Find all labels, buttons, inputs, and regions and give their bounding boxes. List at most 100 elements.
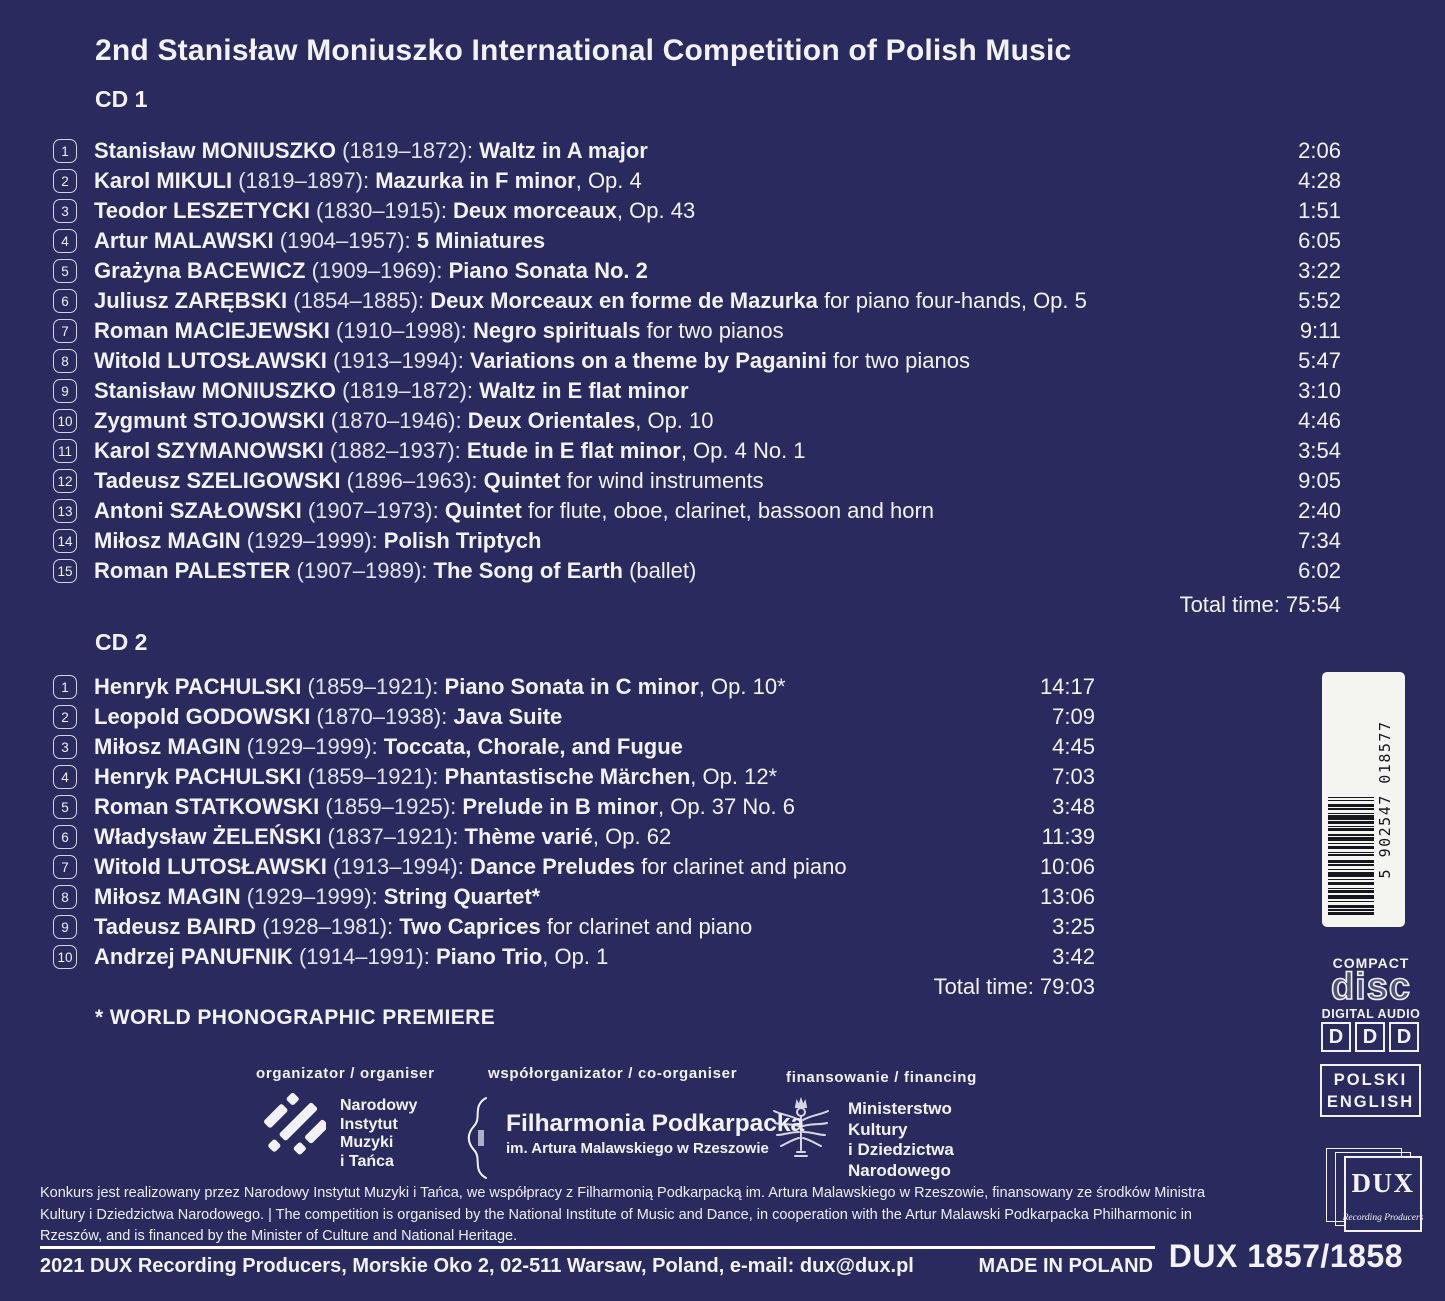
dux-logo-front-square: DUX Recording Producers <box>1343 1156 1423 1232</box>
composer-dates: (1910–1998): <box>336 318 474 343</box>
track-row: 2 Karol MIKULI (1819–1897): Mazurka in F… <box>53 166 1341 196</box>
composer-name: Stanisław MONIUSZKO <box>94 138 343 163</box>
composer-name: Leopold GODOWSKI <box>94 704 317 729</box>
album-title: 2nd Stanisław Moniuszko International Co… <box>95 34 1072 67</box>
work-title: Deux Orientales <box>467 408 636 433</box>
cd1-total-time: Total time: 75:54 <box>1179 592 1341 617</box>
track-time: 4:28 <box>1298 168 1341 193</box>
track-number-badge: 7 <box>53 855 77 879</box>
track-text: Andrzej PANUFNIK (1914–1991): Piano Trio… <box>94 944 1017 970</box>
track-number-badge: 2 <box>53 705 77 729</box>
track-number-badge: 8 <box>53 885 77 909</box>
track-time: 14:17 <box>1039 674 1095 699</box>
track-time: 7:09 <box>1052 704 1095 729</box>
composer-name: Zygmunt STOJOWSKI <box>94 408 331 433</box>
composer-name: Roman STATKOWSKI <box>94 794 326 819</box>
work-detail: for two pianos <box>640 318 784 343</box>
work-title: Deux morceaux <box>453 198 617 223</box>
track-text: Władysław ŻELEŃSKI (1837–1921): Thème va… <box>94 824 1017 850</box>
track-number-badge: 3 <box>53 199 77 223</box>
composer-name: Miłosz MAGIN <box>94 528 247 553</box>
work-title: Prelude in B minor <box>462 794 658 819</box>
philharmonic-subname: im. Artura Malawskiego w Rzeszowie <box>506 1140 769 1157</box>
work-title: Piano Trio <box>435 944 543 969</box>
ddd-logo: D D D <box>1321 1022 1419 1052</box>
compact-disc-logo: COMPACT disc DIGITAL AUDIO <box>1321 955 1421 1021</box>
work-title: String Quartet* <box>383 884 541 909</box>
track-number-badge: 6 <box>53 825 77 849</box>
track-row: 5 Roman STATKOWSKI (1859–1925): Prelude … <box>53 792 1095 822</box>
barcode-bars <box>1328 684 1374 915</box>
track-number-badge: 15 <box>53 559 77 583</box>
track-number-badge: 1 <box>53 139 77 163</box>
work-title: Variations on a theme by Paganini <box>469 348 827 373</box>
track-text: Juliusz ZARĘBSKI (1854–1885): Deux Morce… <box>94 288 1263 314</box>
track-text: Henryk PACHULSKI (1859–1921): Piano Sona… <box>94 674 1017 700</box>
work-detail: for clarinet and piano <box>540 914 753 939</box>
track-time: 2:40 <box>1298 498 1341 523</box>
track-row: 5 Grażyna BACEWICZ (1909–1969): Piano So… <box>53 256 1341 286</box>
work-title: Dance Preludes <box>469 854 636 879</box>
track-text: Witold LUTOSŁAWSKI (1913–1994): Dance Pr… <box>94 854 1017 880</box>
work-detail: , Op. 62 <box>592 824 672 849</box>
dux-logo: DUX Recording Producers <box>1324 1148 1423 1232</box>
composer-name: Witold LUTOSŁAWSKI <box>94 348 333 373</box>
composer-name: Karol MIKULI <box>94 168 239 193</box>
track-text: Grażyna BACEWICZ (1909–1969): Piano Sona… <box>94 258 1263 284</box>
violin-icon <box>462 1094 496 1187</box>
track-text: Tadeusz BAIRD (1928–1981): Two Caprices … <box>94 914 1017 940</box>
composer-name: Władysław ŻELEŃSKI <box>94 824 328 849</box>
track-text: Leopold GODOWSKI (1870–1938): Java Suite <box>94 704 1017 730</box>
work-title: Deux Morceaux en forme de Mazurka <box>430 288 818 313</box>
work-title: 5 Miniatures <box>416 228 546 253</box>
composer-name: Stanisław MONIUSZKO <box>94 378 343 403</box>
composer-dates: (1929–1999): <box>246 884 384 909</box>
track-text: Witold LUTOSŁAWSKI (1913–1994): Variatio… <box>94 348 1263 374</box>
track-number-badge: 1 <box>53 675 77 699</box>
composer-dates: (1907–1989): <box>296 558 434 583</box>
track-number-badge: 4 <box>53 765 77 789</box>
track-number-badge: 5 <box>53 259 77 283</box>
work-detail: , Op. 10* <box>698 674 786 699</box>
organizer-name: Narodowy Instytut Muzyki i Tańca <box>340 1097 418 1170</box>
track-row: 9 Stanisław MONIUSZKO (1819–1872): Waltz… <box>53 376 1341 406</box>
composer-dates: (1819–1897): <box>238 168 376 193</box>
track-time: 7:03 <box>1052 764 1095 789</box>
composer-name: Grażyna BACEWICZ <box>94 258 312 283</box>
composer-name: Roman PALESTER <box>94 558 297 583</box>
work-title: Polish Triptych <box>383 528 542 553</box>
composer-dates: (1819–1872): <box>342 378 480 403</box>
track-number-badge: 8 <box>53 349 77 373</box>
track-text: Antoni SZAŁOWSKI (1907–1973): Quintet fo… <box>94 498 1263 524</box>
track-time: 10:06 <box>1039 854 1095 879</box>
philharmonic-logo: Filharmonia Podkarpacka im. Artura Malaw… <box>462 1094 804 1187</box>
track-number-badge: 9 <box>53 379 77 403</box>
work-detail: , Op. 4 <box>575 168 642 193</box>
composer-dates: (1819–1872): <box>342 138 480 163</box>
work-detail: , Op. 1 <box>542 944 609 969</box>
track-time: 3:48 <box>1052 794 1095 819</box>
composer-name: Karol SZYMANOWSKI <box>94 438 330 463</box>
organizer-label: organizator / organiser <box>256 1065 435 1082</box>
track-time: 9:11 <box>1299 318 1341 343</box>
track-row: 1 Henryk PACHULSKI (1859–1921): Piano So… <box>53 672 1095 702</box>
track-text: Karol SZYMANOWSKI (1882–1937): Etude in … <box>94 438 1263 464</box>
composer-name: Teodor LESZETYCKI <box>94 198 317 223</box>
track-text: Henryk PACHULSKI (1859–1921): Phantastis… <box>94 764 1017 790</box>
track-number-badge: 6 <box>53 289 77 313</box>
work-detail: for wind instruments <box>560 468 764 493</box>
track-text: Miłosz MAGIN (1929–1999): Toccata, Chora… <box>94 734 1017 760</box>
track-text: Teodor LESZETYCKI (1830–1915): Deux morc… <box>94 198 1263 224</box>
composer-dates: (1907–1973): <box>307 498 445 523</box>
track-row: 14 Miłosz MAGIN (1929–1999): Polish Trip… <box>53 526 1341 556</box>
track-time: 4:45 <box>1052 734 1095 759</box>
work-title: Quintet <box>444 498 522 523</box>
composer-dates: (1870–1946): <box>330 408 468 433</box>
legal-fine-print: Konkurs jest realizowany przez Narodowy … <box>40 1185 1206 1244</box>
track-time: 4:46 <box>1298 408 1341 433</box>
track-row: 6 Juliusz ZARĘBSKI (1854–1885): Deux Mor… <box>53 286 1341 316</box>
track-number-badge: 14 <box>53 529 77 553</box>
work-detail: , Op. 43 <box>616 198 696 223</box>
work-title: Waltz in A major <box>479 138 648 163</box>
work-detail: for clarinet and piano <box>635 854 847 879</box>
